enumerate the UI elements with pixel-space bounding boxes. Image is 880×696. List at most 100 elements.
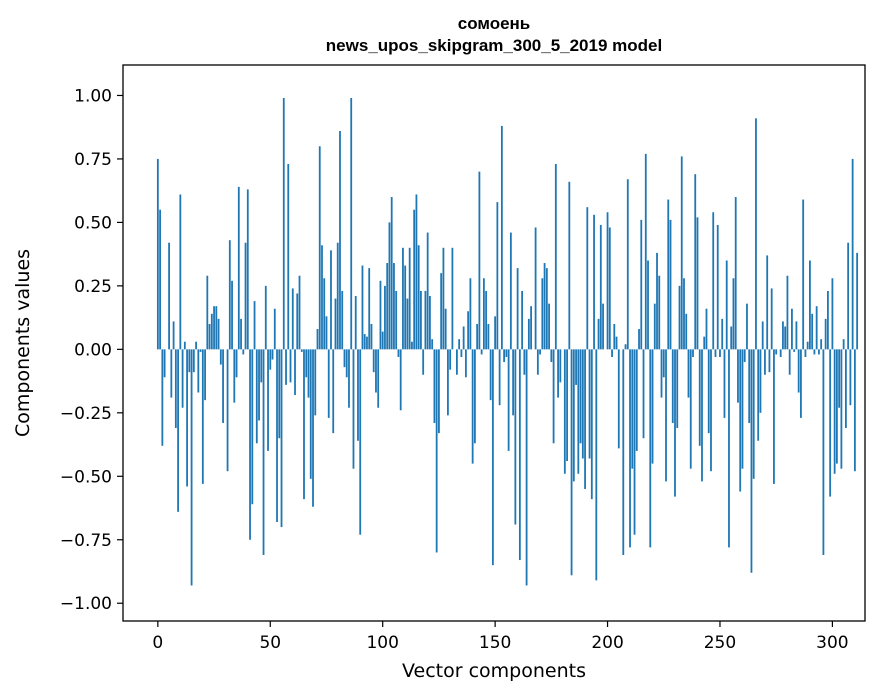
bar-21 bbox=[204, 349, 206, 401]
bar-301 bbox=[833, 349, 836, 474]
bar-259 bbox=[739, 349, 742, 492]
bar-164 bbox=[525, 349, 528, 586]
bar-105 bbox=[393, 263, 395, 350]
bar-246 bbox=[710, 349, 712, 472]
x-tick-label: 200 bbox=[591, 633, 623, 653]
bar-218 bbox=[647, 260, 649, 350]
bar-216 bbox=[642, 349, 645, 439]
bar-163 bbox=[523, 349, 526, 375]
bar-192 bbox=[588, 349, 591, 459]
bar-94 bbox=[368, 268, 371, 350]
bar-70 bbox=[314, 349, 317, 416]
bar-271 bbox=[766, 255, 769, 350]
bar-32 bbox=[228, 240, 231, 350]
bar-275 bbox=[775, 349, 778, 355]
bar-213 bbox=[635, 349, 638, 451]
bar-144 bbox=[480, 349, 483, 355]
bar-267 bbox=[757, 349, 760, 441]
bar-268 bbox=[759, 349, 762, 413]
bar-260 bbox=[741, 349, 744, 469]
bar-48 bbox=[264, 285, 267, 350]
bar-90 bbox=[359, 349, 362, 535]
bar-225 bbox=[662, 349, 665, 378]
bar-84 bbox=[345, 349, 348, 378]
bar-112 bbox=[408, 247, 411, 350]
bar-121 bbox=[429, 296, 431, 350]
bar-298 bbox=[827, 290, 829, 350]
bar-226 bbox=[665, 349, 667, 482]
bar-15 bbox=[190, 349, 193, 586]
bar-283 bbox=[793, 349, 796, 352]
bar-77 bbox=[330, 250, 332, 350]
bar-69 bbox=[312, 349, 314, 507]
bar-183 bbox=[568, 181, 571, 350]
bar-161 bbox=[518, 349, 521, 561]
bar-114 bbox=[413, 209, 416, 350]
bar-177 bbox=[554, 164, 557, 350]
bar-299 bbox=[829, 349, 832, 497]
x-axis-label: Vector components bbox=[402, 660, 586, 682]
bar-256 bbox=[732, 278, 735, 350]
bar-137 bbox=[464, 349, 467, 378]
bar-89 bbox=[357, 349, 359, 441]
bar-262 bbox=[746, 303, 748, 350]
bar-272 bbox=[768, 349, 771, 373]
bar-181 bbox=[563, 349, 566, 474]
bar-16 bbox=[192, 349, 195, 373]
bar-236 bbox=[687, 349, 690, 398]
bar-309 bbox=[851, 158, 854, 350]
bar-165 bbox=[527, 318, 530, 350]
bar-134 bbox=[458, 339, 461, 350]
bar-36 bbox=[237, 186, 240, 350]
y-tick-label: 1.00 bbox=[74, 86, 112, 106]
bar-158 bbox=[512, 349, 515, 416]
bar-220 bbox=[651, 349, 654, 464]
bar-223 bbox=[658, 275, 661, 350]
bar-72 bbox=[318, 146, 321, 350]
bar-104 bbox=[390, 197, 393, 350]
bar-140 bbox=[471, 349, 474, 464]
bar-203 bbox=[613, 323, 616, 350]
bar-281 bbox=[788, 349, 791, 375]
bar-300 bbox=[831, 278, 834, 350]
bar-187 bbox=[577, 349, 580, 474]
bar-186 bbox=[575, 349, 577, 385]
bar-117 bbox=[420, 290, 422, 350]
x-axis-ticks: 0 50 100 150 200 250 300 bbox=[152, 621, 849, 653]
y-tick-label: 0.75 bbox=[74, 150, 112, 170]
bar-303 bbox=[838, 349, 841, 408]
bar-286 bbox=[800, 349, 802, 418]
chart-title-line-2: news_upos_skipgram_300_5_2019 model bbox=[326, 36, 662, 55]
bar-67 bbox=[307, 349, 310, 398]
bar-60 bbox=[291, 288, 294, 350]
bar-191 bbox=[586, 207, 589, 350]
bar-120 bbox=[426, 232, 429, 350]
bar-297 bbox=[824, 318, 827, 350]
bar-251 bbox=[721, 318, 724, 350]
bar-49 bbox=[267, 349, 269, 451]
bar-53 bbox=[276, 349, 278, 522]
bar-27 bbox=[217, 318, 220, 350]
bar-29 bbox=[222, 349, 224, 423]
bar-130 bbox=[449, 349, 452, 370]
bar-149 bbox=[491, 349, 494, 566]
bar-169 bbox=[536, 349, 539, 375]
bar-293 bbox=[815, 306, 818, 350]
bar-205 bbox=[617, 349, 620, 449]
bar-100 bbox=[381, 331, 384, 350]
bar-98 bbox=[377, 349, 380, 408]
bar-13 bbox=[186, 349, 188, 487]
bar-193 bbox=[590, 349, 593, 500]
bar-3 bbox=[163, 349, 166, 378]
bar-11 bbox=[181, 349, 184, 408]
bar-108 bbox=[399, 349, 402, 411]
bar-57 bbox=[285, 349, 287, 385]
plot-frame bbox=[122, 64, 866, 622]
y-tick-label: 0.25 bbox=[74, 277, 112, 297]
bar-174 bbox=[548, 303, 550, 350]
bar-207 bbox=[622, 349, 625, 555]
bar-135 bbox=[460, 349, 463, 357]
x-tick-label: 250 bbox=[704, 633, 736, 653]
bar-166 bbox=[530, 306, 532, 350]
bar-190 bbox=[584, 349, 586, 489]
